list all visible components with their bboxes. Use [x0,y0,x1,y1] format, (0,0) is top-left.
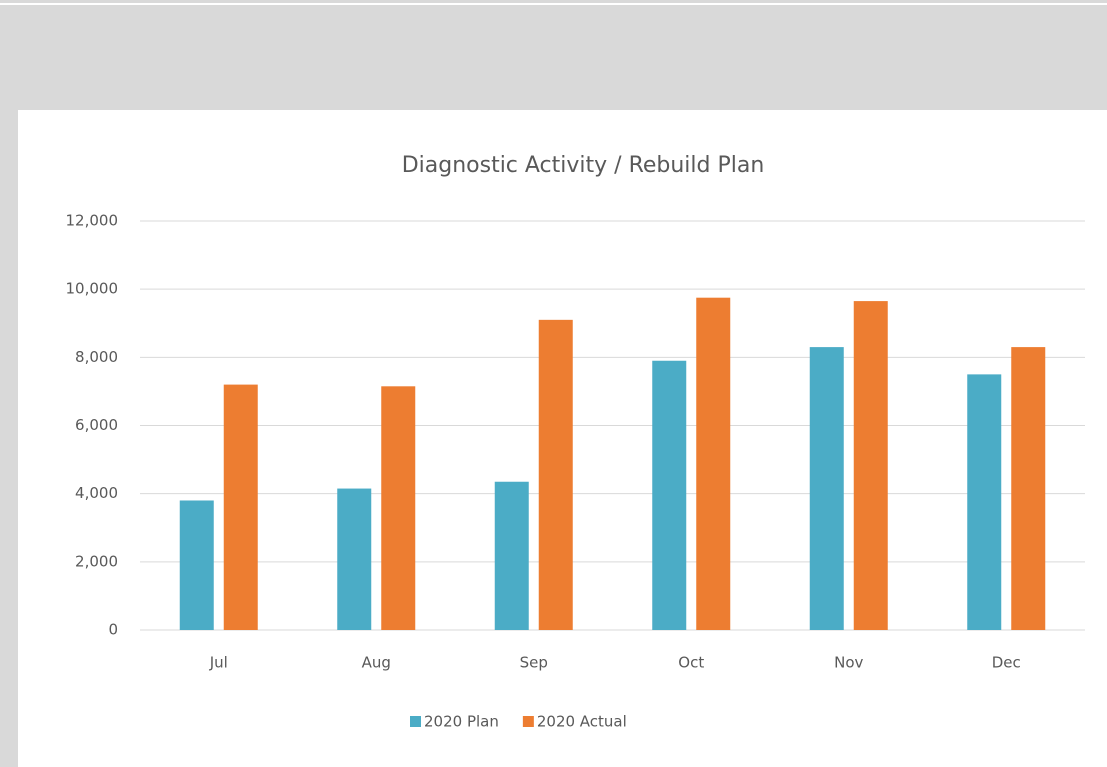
bar [179,500,214,630]
legend-label: 2020 Actual [537,713,627,731]
bar [696,297,731,630]
legend-swatch [410,716,421,727]
x-tick-label: Oct [678,654,704,672]
bar [223,384,258,630]
bar [538,319,573,630]
x-tick-label: Nov [834,654,863,672]
bar [381,386,416,630]
y-tick-label: 10,000 [66,280,119,298]
bar [809,347,844,630]
bar [967,374,1002,630]
y-tick-label: 6,000 [75,416,118,434]
top-border [0,3,1107,5]
bar [494,481,529,630]
bar [853,301,888,630]
bar [652,360,687,630]
legend-label: 2020 Plan [424,713,499,731]
legend-swatch [522,716,534,727]
y-tick-label: 4,000 [75,484,118,502]
x-tick-label: Jul [209,654,228,672]
y-tick-label: 12,000 [66,212,119,230]
x-tick-label: Aug [362,654,391,672]
y-tick-label: 0 [108,621,118,639]
chart-title: Diagnostic Activity / Rebuild Plan [402,153,765,178]
bar [1011,347,1046,630]
x-tick-label: Dec [992,654,1021,672]
y-tick-label: 2,000 [75,552,118,570]
y-tick-label: 8,000 [75,348,118,366]
x-tick-label: Sep [520,654,548,672]
bar [337,488,372,630]
